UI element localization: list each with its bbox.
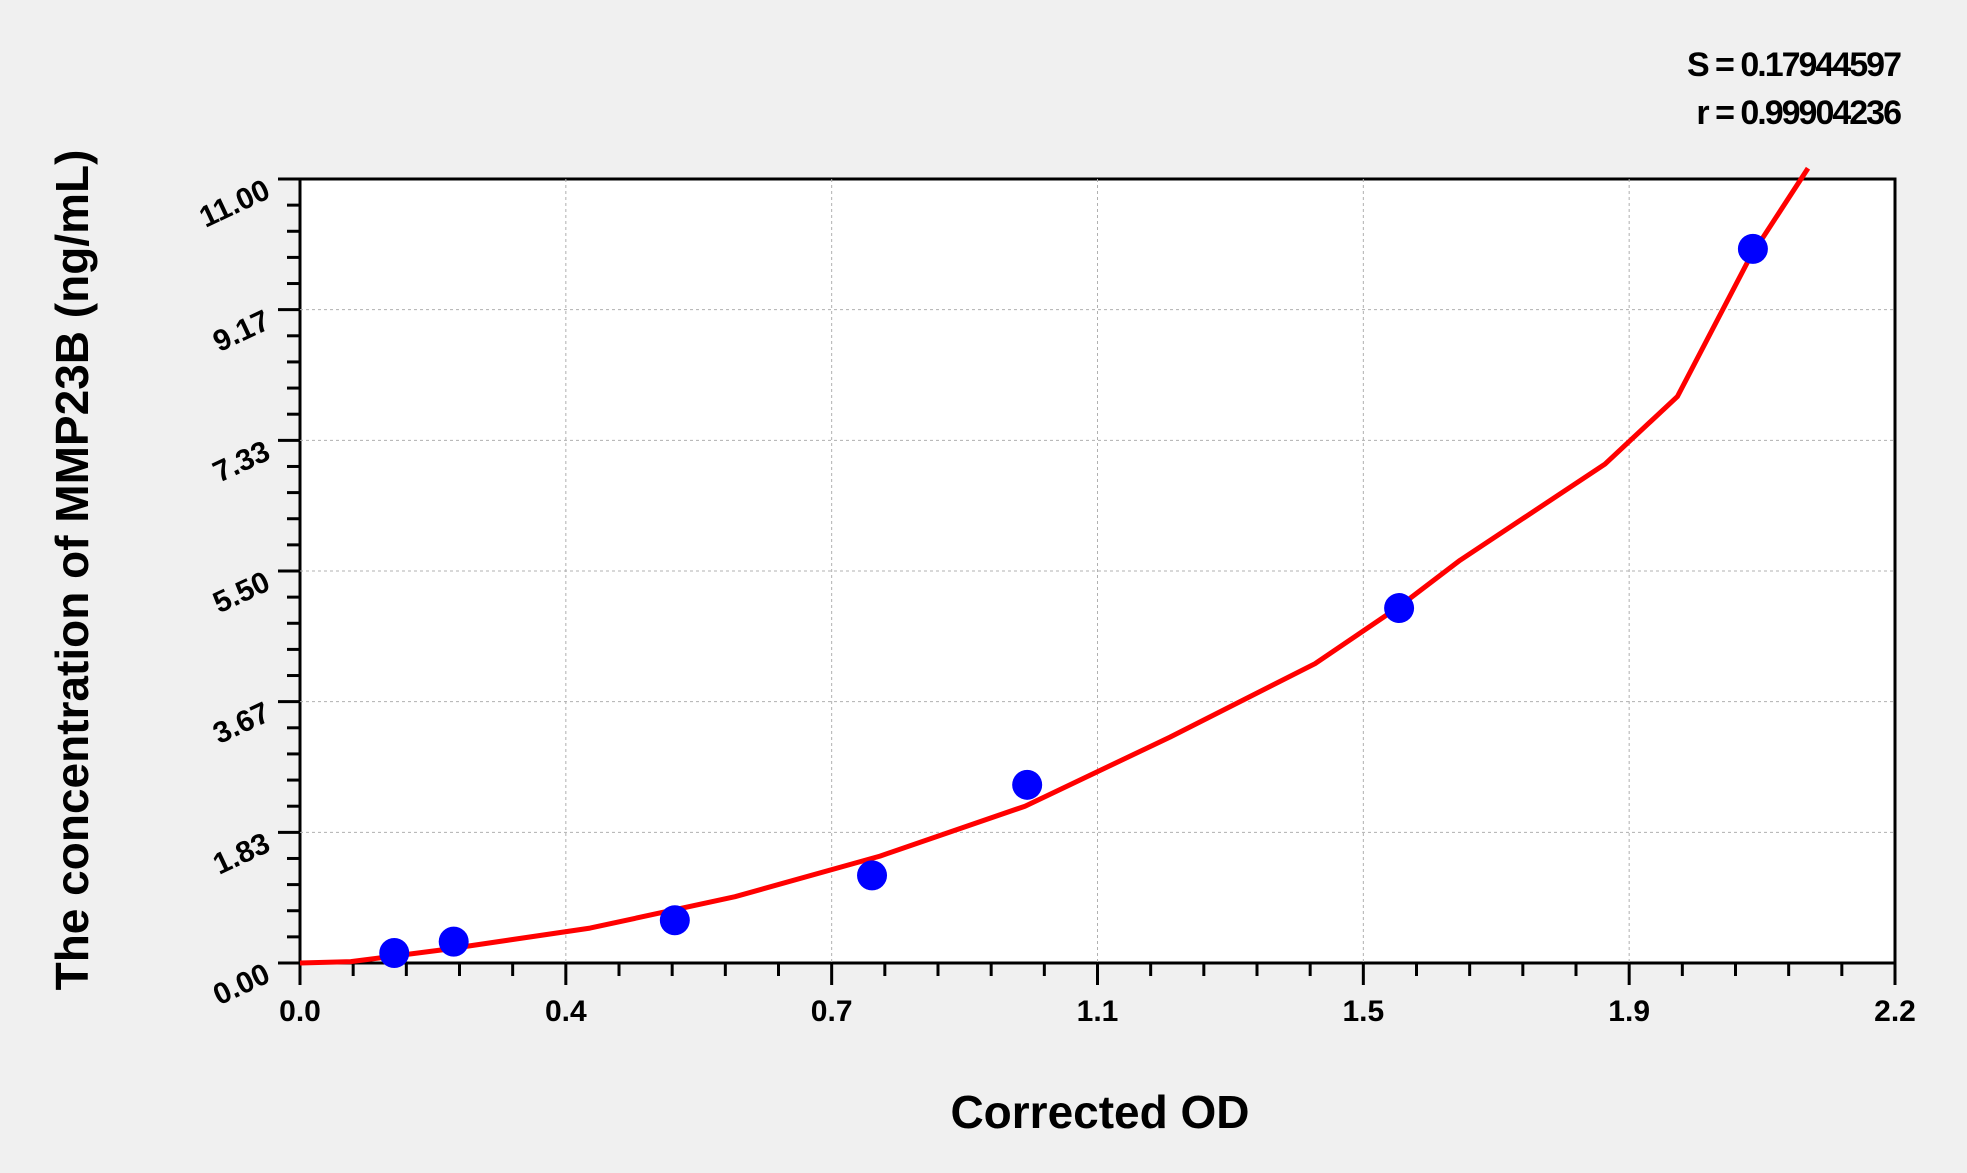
x-tick-label: 2.2	[1874, 995, 1916, 1028]
r-statistic: r = 0.99904236	[1696, 94, 1901, 132]
x-tick-label: 0.4	[545, 995, 587, 1028]
data-point	[659, 905, 690, 936]
x-tick-label: 1.5	[1342, 995, 1384, 1028]
fit-curve	[299, 166, 1811, 966]
x-tick-label: 0.7	[811, 995, 853, 1028]
data-point	[438, 926, 469, 957]
x-tick-label: 0.0	[279, 995, 321, 1028]
x-tick-label: 1.1	[1077, 995, 1119, 1028]
data-point	[1737, 233, 1768, 264]
data-point	[857, 860, 888, 891]
data-point	[1012, 769, 1043, 800]
y-axis-label: The concentration of MMP23B (ng/mL)	[46, 150, 98, 991]
data-point	[1384, 593, 1415, 624]
data-point	[379, 938, 410, 969]
s-statistic: S = 0.17944597	[1687, 46, 1901, 84]
x-axis-label: Corrected OD	[950, 1086, 1249, 1138]
x-tick-label: 1.9	[1608, 995, 1650, 1028]
